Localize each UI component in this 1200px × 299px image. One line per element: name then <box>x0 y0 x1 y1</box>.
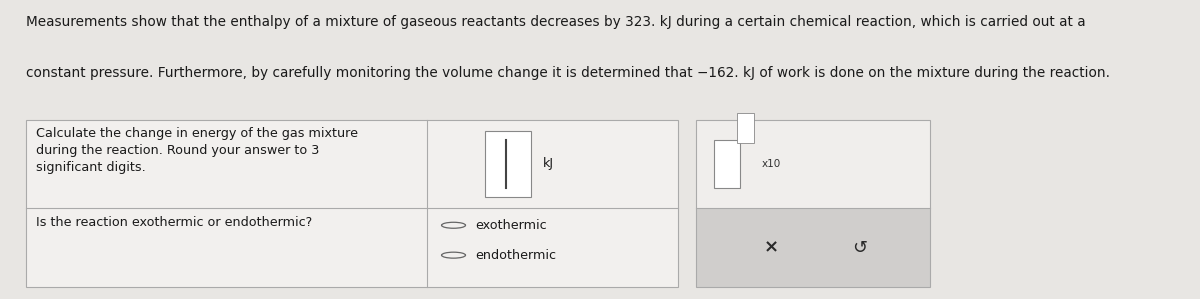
Text: endothermic: endothermic <box>475 249 556 262</box>
FancyBboxPatch shape <box>737 113 754 143</box>
Text: kJ: kJ <box>542 158 554 170</box>
FancyBboxPatch shape <box>714 140 740 188</box>
Text: ↺: ↺ <box>852 239 868 257</box>
FancyBboxPatch shape <box>696 208 930 287</box>
Text: Calculate the change in energy of the gas mixture
during the reaction. Round you: Calculate the change in energy of the ga… <box>36 127 358 174</box>
FancyBboxPatch shape <box>696 120 930 208</box>
Text: constant pressure. Furthermore, by carefully monitoring the volume change it is : constant pressure. Furthermore, by caref… <box>26 66 1110 80</box>
FancyBboxPatch shape <box>26 120 678 287</box>
Text: Measurements show that the enthalpy of a mixture of gaseous reactants decreases : Measurements show that the enthalpy of a… <box>26 15 1086 29</box>
Text: exothermic: exothermic <box>475 219 547 232</box>
Text: x10: x10 <box>762 159 781 169</box>
Text: Is the reaction exothermic or endothermic?: Is the reaction exothermic or endothermi… <box>36 216 312 229</box>
FancyBboxPatch shape <box>485 131 530 197</box>
Text: ×: × <box>763 239 779 257</box>
